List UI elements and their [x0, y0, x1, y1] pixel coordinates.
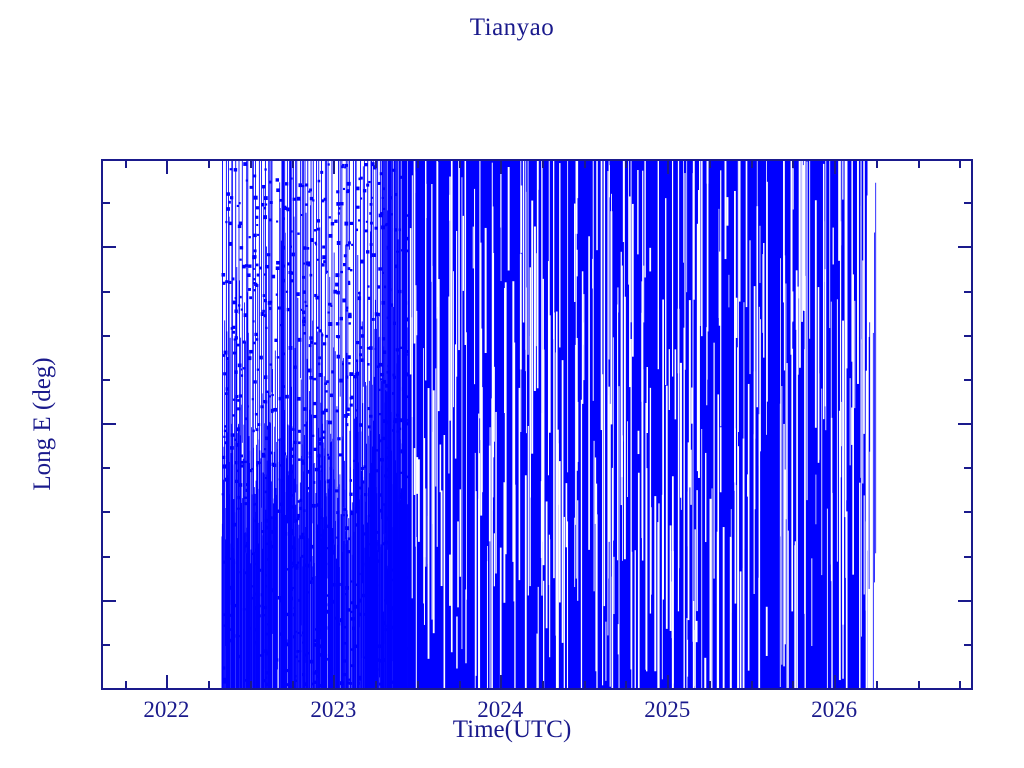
- x-tick-top-2025.25: [708, 161, 711, 168]
- y-tick-right-60: [964, 334, 971, 337]
- plot-area: [101, 159, 973, 690]
- x-tick-top-2024.5: [583, 161, 586, 168]
- x-tick-top-2022: [166, 161, 169, 174]
- x-tick-2023.75: [458, 681, 461, 688]
- x-tick-label-2024: 2024: [477, 697, 524, 722]
- x-tick-top-2023.25: [375, 161, 378, 168]
- x-tick-2024.5: [583, 681, 586, 688]
- x-tick-top-2022.75: [291, 161, 294, 168]
- x-tick-top-2025.5: [750, 161, 753, 168]
- x-tick-top-2026.25: [875, 161, 878, 168]
- x-tick-label-2023: 2023: [310, 697, 357, 722]
- x-tick-top-2026.5: [917, 161, 920, 168]
- x-tick-2025.75: [792, 681, 795, 688]
- x-tick-top-2025: [667, 161, 670, 174]
- x-tick-2024.75: [625, 681, 628, 688]
- x-tick-label-2025: 2025: [644, 697, 691, 722]
- x-tick-label-2026: 2026: [811, 697, 858, 722]
- x-tick-2026.25: [875, 681, 878, 688]
- x-tick-2026: [834, 675, 837, 688]
- x-tick-2021.75: [124, 681, 127, 688]
- y-tick-right--90: [964, 555, 971, 558]
- y-tick--180: [103, 688, 110, 690]
- data-series-layer: [221, 161, 877, 688]
- x-tick-2024: [500, 675, 503, 688]
- y-tick--60: [103, 511, 110, 514]
- y-tick-60: [103, 334, 110, 337]
- y-tick-90: [103, 290, 110, 293]
- y-tick-right-120: [958, 246, 971, 249]
- x-tick-top-2026: [834, 161, 837, 174]
- x-tick-top-2023.5: [416, 161, 419, 168]
- x-tick-2025: [667, 675, 670, 688]
- y-tick-right--60: [964, 511, 971, 514]
- x-tick-2025.5: [750, 681, 753, 688]
- x-tick-2025.25: [708, 681, 711, 688]
- y-tick-right--180: [964, 688, 971, 690]
- x-tick-top-2023.75: [458, 161, 461, 168]
- x-tick-2023.25: [375, 681, 378, 688]
- x-tick-2023.5: [416, 681, 419, 688]
- y-tick--120: [103, 599, 116, 602]
- y-tick-right--30: [964, 467, 971, 470]
- x-tick-2024.25: [542, 681, 544, 688]
- y-axis-title: Long E (deg): [29, 357, 56, 491]
- x-axis-title: Time(UTC): [452, 716, 572, 743]
- y-tick-right-90: [964, 290, 971, 293]
- x-tick-2022: [166, 675, 169, 688]
- x-tick-2022.25: [208, 681, 211, 688]
- page-title: Tianyao: [469, 14, 555, 41]
- x-tick-top-2022.5: [249, 161, 252, 168]
- y-tick-right--150: [964, 643, 971, 646]
- x-tick-2022.5: [249, 681, 252, 688]
- x-tick-top-2024: [500, 161, 503, 174]
- x-tick-2023: [333, 675, 336, 688]
- y-tick-right-150: [964, 202, 971, 205]
- y-tick-right-0: [958, 423, 971, 426]
- x-tick-top-2026.75: [959, 161, 962, 168]
- y-tick-120: [103, 246, 116, 249]
- x-tick-label-2022: 2022: [143, 697, 190, 722]
- y-tick-0: [103, 423, 116, 426]
- x-tick-top-2024.25: [542, 161, 544, 168]
- x-tick-top-2022.25: [208, 161, 211, 168]
- x-tick-top-2023: [333, 161, 336, 174]
- x-tick-2026.5: [917, 681, 920, 688]
- y-tick-right-30: [964, 378, 971, 381]
- y-tick-30: [103, 378, 110, 381]
- y-tick--30: [103, 467, 110, 470]
- x-tick-2026.75: [959, 681, 962, 688]
- x-tick-top-2021.75: [124, 161, 127, 168]
- y-tick-right--120: [958, 599, 971, 602]
- x-tick-top-2025.75: [792, 161, 795, 168]
- y-tick--150: [103, 643, 110, 646]
- x-tick-top-2024.75: [625, 161, 628, 168]
- y-tick--90: [103, 555, 110, 558]
- y-tick-150: [103, 202, 110, 205]
- x-tick-2022.75: [291, 681, 294, 688]
